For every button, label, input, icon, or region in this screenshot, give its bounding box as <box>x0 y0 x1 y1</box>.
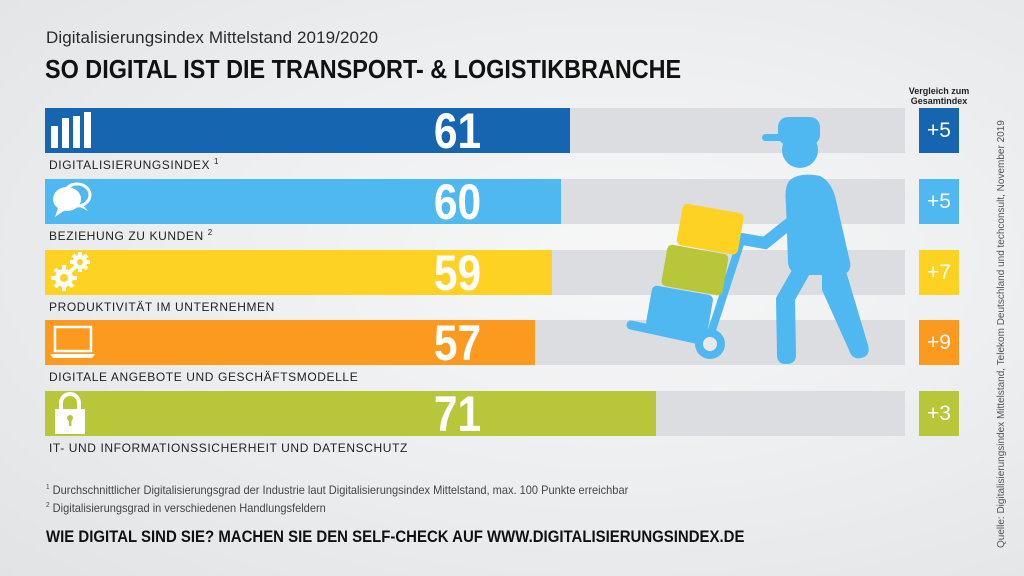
footnote-2: 2 Digitalisierungsgrad in verschiedenen … <box>46 501 326 515</box>
footnote-mark: 1 <box>46 484 50 491</box>
category-label: PRODUKTIVITÄT IM UNTERNEHMEN <box>49 299 275 314</box>
footnote-1: 1 Durchschnittlicher Digitalisierungsgra… <box>46 483 628 497</box>
padlock-icon <box>50 391 95 436</box>
category-text: BEZIEHUNG ZU KUNDEN <box>49 229 204 243</box>
category-label: IT- UND INFORMATIONSSICHERHEIT UND DATEN… <box>49 440 408 455</box>
footnote-text: Digitalisierungsgrad in verschiedenen Ha… <box>52 501 326 515</box>
page-title: SO DIGITAL IST DIE TRANSPORT- & LOGISTIK… <box>45 54 682 84</box>
footnote-mark: 2 <box>207 228 213 237</box>
bar <box>45 179 561 224</box>
gears-icon <box>50 250 95 295</box>
footnote-mark: 2 <box>46 502 50 509</box>
call-to-action: WIE DIGITAL SIND SIE? MACHEN SIE DEN SEL… <box>46 527 745 546</box>
bar <box>45 320 536 365</box>
comparison-badge: +7 <box>919 250 959 295</box>
comparison-badge: +5 <box>919 179 959 224</box>
category-text: PRODUKTIVITÄT IM UNTERNEHMEN <box>49 300 275 314</box>
data-label: 60 <box>433 174 482 230</box>
subtitle: Digitalisierungsindex Mittelstand 2019/2… <box>46 28 379 47</box>
category-label: BEZIEHUNG ZU KUNDEN 2 <box>49 228 213 243</box>
data-label: 71 <box>433 386 482 442</box>
bar <box>45 108 570 153</box>
source-note: Quelle: Digitalisierungsindex Mittelstan… <box>996 120 1007 548</box>
footnote-text: Durchschnittlicher Digitalisierungsgrad … <box>52 483 629 497</box>
bar <box>45 250 553 295</box>
category-label: DIGITALE ANGEBOTE UND GESCHÄFTSMODELLE <box>49 369 358 384</box>
comparison-badge: +5 <box>919 108 959 153</box>
category-text: DIGITALE ANGEBOTE UND GESCHÄFTSMODELLE <box>49 370 359 384</box>
data-label: 59 <box>433 245 482 301</box>
comparison-badge: +3 <box>919 391 959 436</box>
footnote-mark: 1 <box>214 157 220 166</box>
laptop-icon <box>50 320 95 365</box>
comparison-header: Vergleich zum Gesamtindex <box>908 86 970 106</box>
category-label: DIGITALISIERUNGSINDEX 1 <box>49 157 219 172</box>
category-text: IT- UND INFORMATIONSSICHERHEIT UND DATEN… <box>49 441 408 455</box>
comparison-badge: +9 <box>919 320 959 365</box>
bar <box>45 391 656 436</box>
data-label: 61 <box>433 103 482 159</box>
data-label: 57 <box>433 315 482 371</box>
bar-chart-icon <box>50 108 95 153</box>
delivery-worker-illustration <box>626 117 869 364</box>
category-text: DIGITALISIERUNGSINDEX <box>49 158 211 172</box>
speech-bubbles-icon <box>50 179 95 224</box>
